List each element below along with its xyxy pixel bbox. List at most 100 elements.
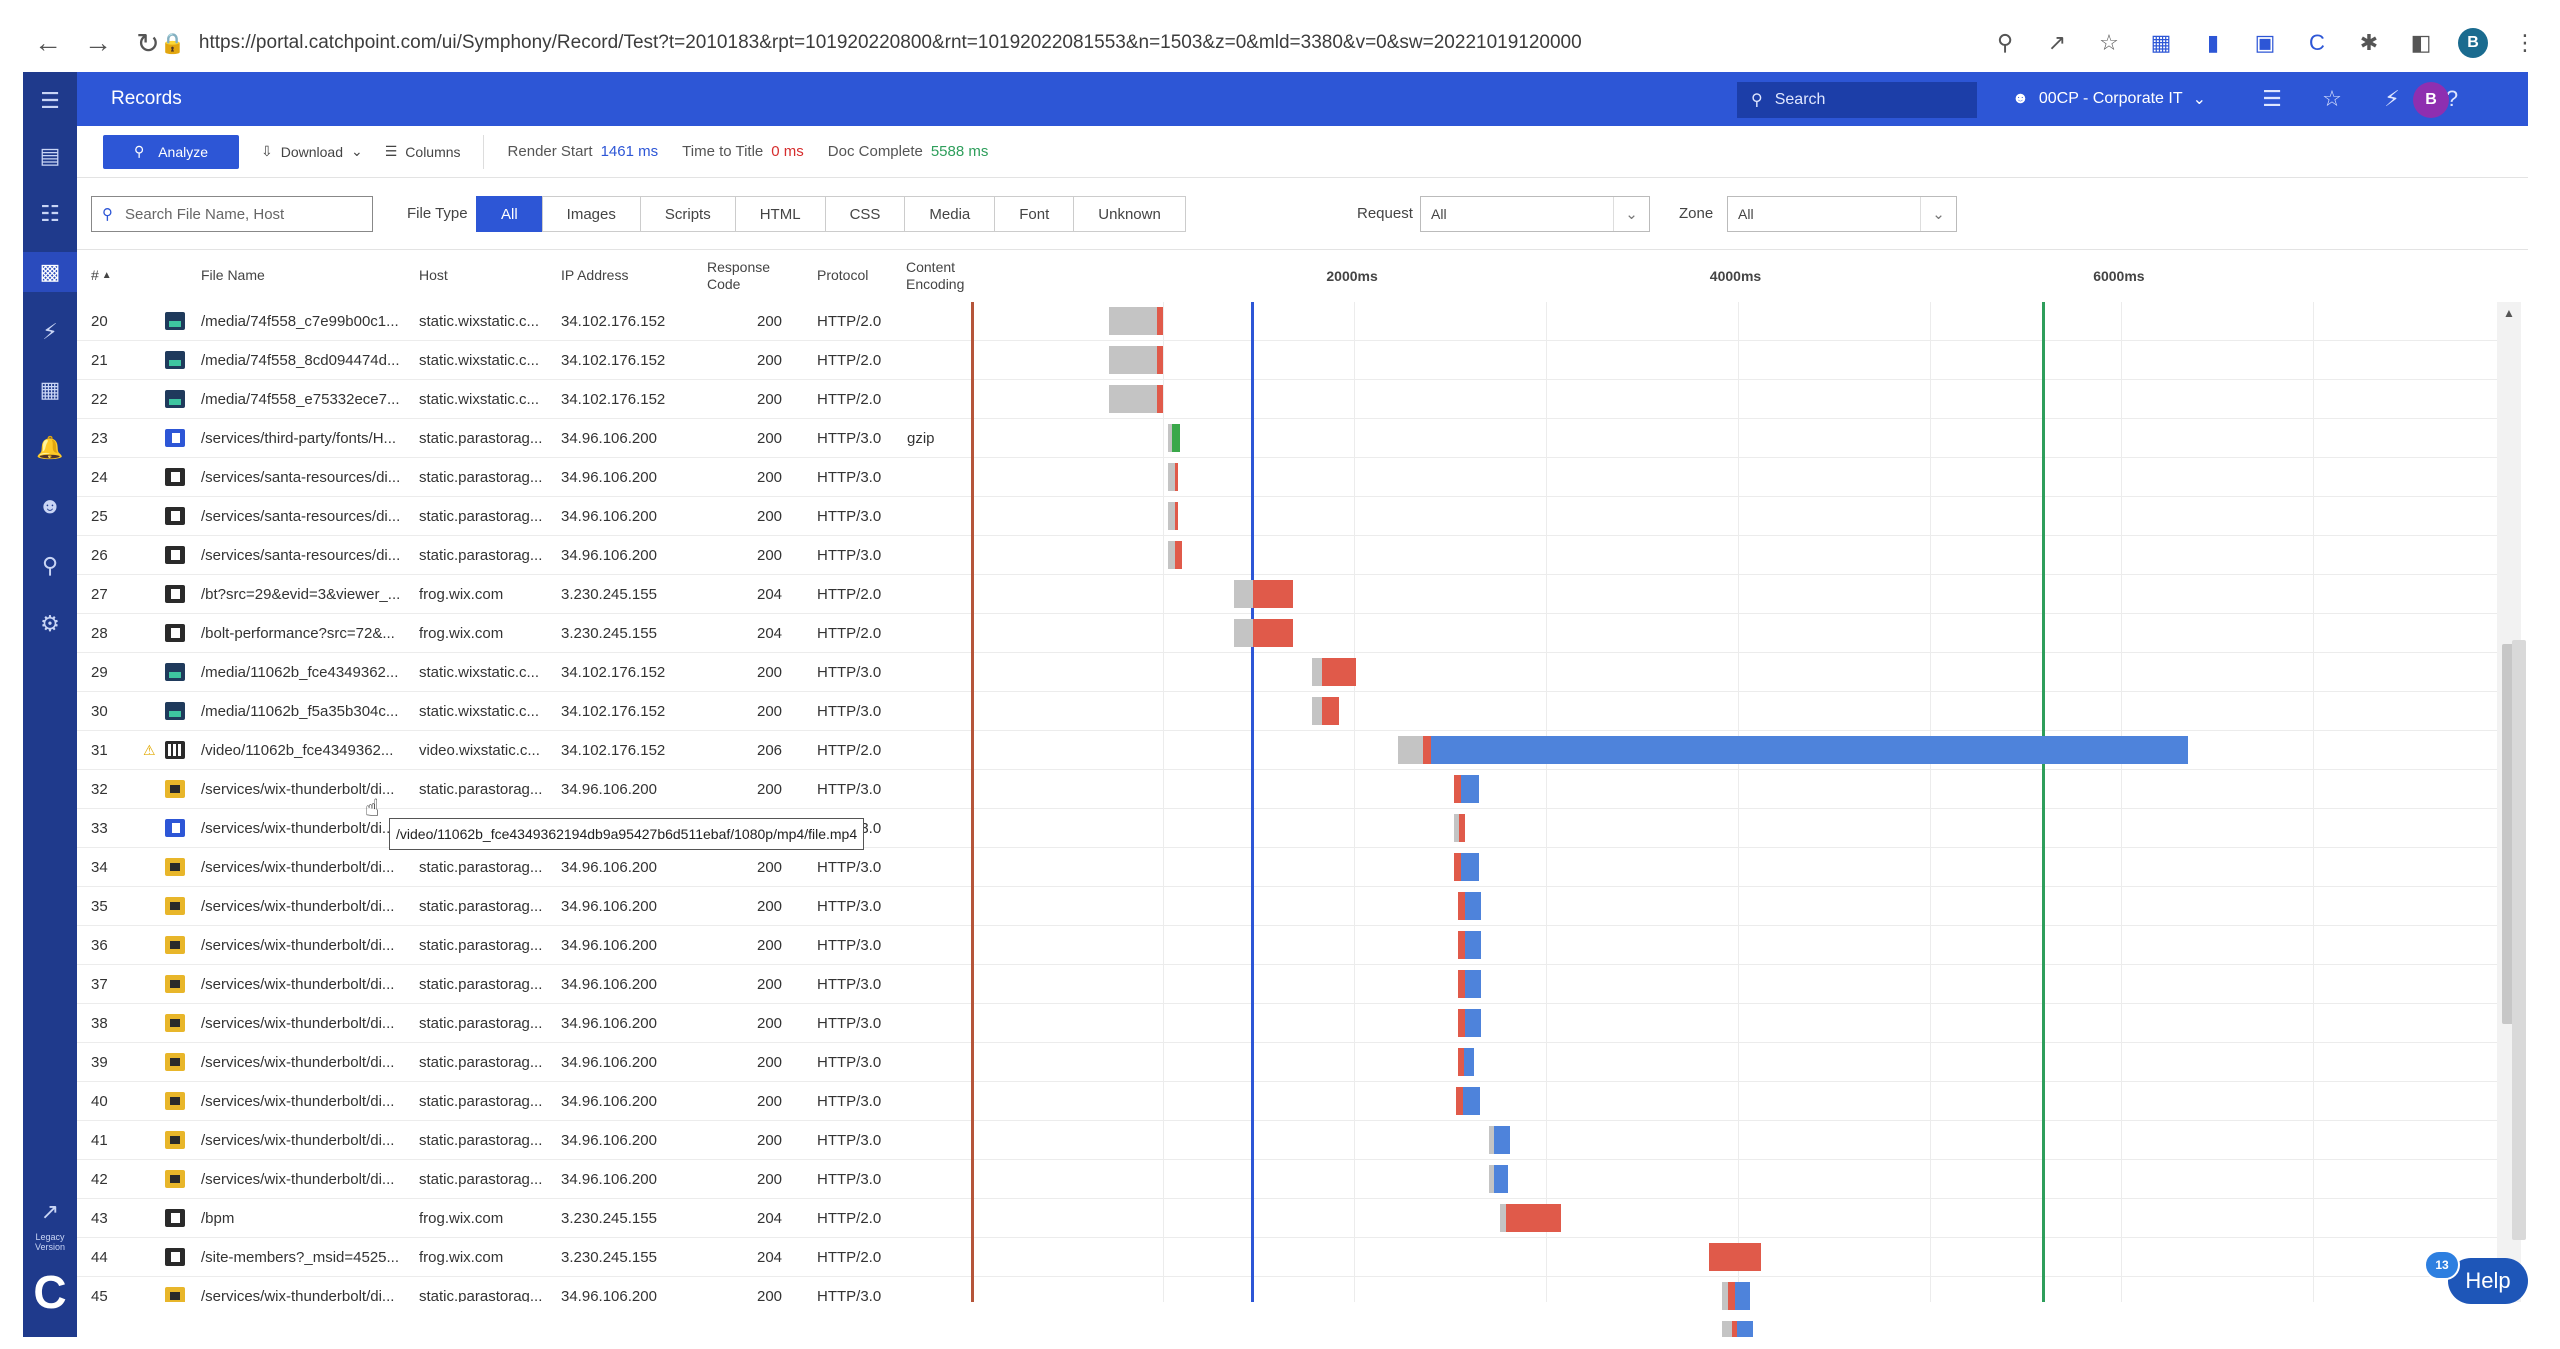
browser-profile-avatar[interactable]: B (2458, 28, 2488, 58)
waterfall-bar-segment[interactable] (1457, 1048, 1464, 1076)
waterfall-bar-segment[interactable] (1464, 931, 1481, 959)
waterfall-bar-segment[interactable] (1175, 463, 1179, 491)
bookmark-star-icon[interactable]: ☆ (2099, 30, 2119, 55)
favorites-star-icon[interactable]: ☆ (2322, 86, 2342, 111)
waterfall-bar-segment[interactable] (1454, 775, 1461, 803)
file-type-tab-images[interactable]: Images (541, 196, 641, 232)
page-scrollbar[interactable] (2512, 640, 2526, 1240)
table-row[interactable]: 30/media/11062b_f5a35b304c... static.wixs… (77, 692, 2497, 731)
waterfall-bar-segment[interactable] (1457, 970, 1465, 998)
waterfall-bar-segment[interactable] (1500, 1204, 1506, 1232)
table-row[interactable]: 38/services/wix-thunderbolt/di... static.… (77, 1004, 2497, 1043)
hamburger-menu-icon[interactable]: ☰ (40, 88, 60, 113)
table-row[interactable]: 45/services/wix-thunderbolt/di... static.… (77, 1277, 2497, 1302)
bell-icon[interactable]: 🔔 (36, 435, 64, 460)
file-type-tab-unknown[interactable]: Unknown (1073, 196, 1186, 232)
waterfall-bar-segment[interactable] (1175, 502, 1179, 530)
kebab-menu-icon[interactable]: ⋮ (2514, 30, 2536, 55)
request-select[interactable]: All ⌄ (1420, 196, 1650, 232)
table-row[interactable]: 28/bolt-performance?src=72&... frog.wix.c… (77, 614, 2497, 653)
waterfall-bar-segment[interactable] (1454, 853, 1461, 881)
waterfall-bar-segment[interactable] (1734, 1282, 1751, 1310)
waterfall-bar-segment[interactable] (1172, 424, 1180, 452)
waterfall-bar-segment[interactable] (1456, 1087, 1463, 1115)
table-row[interactable]: 40/services/wix-thunderbolt/di... static.… (77, 1082, 2497, 1121)
profile-avatar[interactable]: B (2413, 82, 2449, 118)
waterfall-bar-segment[interactable] (1457, 892, 1465, 920)
waterfall-bar-segment[interactable] (1168, 424, 1173, 452)
waterfall-bar-segment[interactable] (1460, 775, 1479, 803)
waterfall-bar-segment[interactable] (1312, 658, 1322, 686)
table-row[interactable]: 29/media/11062b_fce4349362... static.wixs… (77, 653, 2497, 692)
file-type-tab-font[interactable]: Font (994, 196, 1075, 232)
table-row[interactable]: 37/services/wix-thunderbolt/di... static.… (77, 965, 2497, 1004)
table-row[interactable]: 36/services/wix-thunderbolt/di... static.… (77, 926, 2497, 965)
lightning-icon[interactable]: ⚡ (42, 319, 58, 344)
account-selector[interactable]: ☻ 00CP - Corporate IT ⌄ (2012, 72, 2206, 126)
waterfall-bar-segment[interactable] (1252, 619, 1294, 647)
table-row[interactable]: 20/media/74f558_c7e99b00c1... static.wixs… (77, 302, 2497, 341)
waterfall-bar-segment[interactable] (1494, 1165, 1508, 1193)
help-button[interactable]: Help (2448, 1258, 2528, 1304)
grid-extension-icon[interactable]: ▦ (2150, 30, 2172, 55)
waterfall-bar-segment[interactable] (1156, 346, 1163, 374)
waterfall-bar-segment[interactable] (1168, 463, 1176, 491)
col-ip[interactable]: IP Address (561, 267, 629, 284)
waterfall-bar-segment[interactable] (1454, 814, 1459, 842)
col-protocol[interactable]: Protocol (817, 267, 869, 284)
waterfall-bar-segment[interactable] (1398, 736, 1424, 764)
waterfall-bar-segment[interactable] (1722, 1321, 1733, 1337)
col-host[interactable]: Host (419, 267, 448, 284)
table-row[interactable]: 25/services/santa-resources/di... static.… (77, 497, 2497, 536)
reload-icon[interactable]: ↻ (136, 27, 160, 59)
table-row[interactable]: 32/services/wix-thunderbolt/di... static.… (77, 770, 2497, 809)
address-bar[interactable]: 🔒 https://portal.catchpoint.com/ui/Symph… (160, 22, 2080, 64)
waterfall-bar-segment[interactable] (1494, 1126, 1510, 1154)
waterfall-bar-segment[interactable] (1109, 385, 1157, 413)
waterfall-bar-segment[interactable] (1109, 307, 1157, 335)
global-search-input[interactable]: ⚲ Search (1737, 82, 1977, 118)
layers-icon[interactable]: ☰ (2262, 86, 2282, 111)
file-type-tab-css[interactable]: CSS (824, 196, 906, 232)
analyze-button[interactable]: ⚲ Analyze (103, 134, 239, 169)
cast-extension-icon[interactable]: ▮ (2206, 30, 2220, 55)
waterfall-bar-segment[interactable] (1423, 736, 1432, 764)
puzzle-icon[interactable]: ✱ (2359, 30, 2379, 55)
dashboard-icon[interactable]: ▤ (39, 143, 61, 168)
c-extension-icon[interactable]: C (2309, 30, 2325, 55)
sidepanel-icon[interactable]: ◧ (2410, 30, 2432, 55)
list-document-icon[interactable]: ▦ (39, 377, 61, 402)
waterfall-bar-segment[interactable] (1464, 1009, 1481, 1037)
file-type-tab-scripts[interactable]: Scripts (639, 196, 736, 232)
waterfall-bar-segment[interactable] (1722, 1282, 1729, 1310)
table-row[interactable]: 31 ⚠ /video/11062b_fce4349362... video.wixs… (77, 731, 2497, 770)
waterfall-bar-segment[interactable] (1431, 736, 2189, 764)
waterfall-bar-segment[interactable] (1321, 658, 1357, 686)
analytics-chart-icon[interactable]: ▩ (23, 252, 77, 292)
waterfall-bar-segment[interactable] (1460, 853, 1479, 881)
waterfall-bar-segment[interactable] (1505, 1204, 1562, 1232)
waterfall-bar-segment[interactable] (1233, 619, 1253, 647)
waterfall-bar-segment[interactable] (1312, 697, 1322, 725)
waterfall-bar-segment[interactable] (1488, 1165, 1495, 1193)
user-icon[interactable]: ☻ (38, 493, 62, 518)
file-search-input[interactable]: ⚲ Search File Name, Host (91, 196, 373, 232)
table-row[interactable]: 27/bt?src=29&evid=3&viewer_... frog.wix.c… (77, 575, 2497, 614)
waterfall-bar-segment[interactable] (1736, 1321, 1754, 1337)
settings-gear-icon[interactable]: ⚙ (40, 611, 60, 636)
table-row[interactable]: 42/services/wix-thunderbolt/di... static.… (77, 1160, 2497, 1199)
waterfall-bar-segment[interactable] (1488, 1126, 1495, 1154)
col-file-name[interactable]: File Name (201, 267, 265, 284)
waterfall-bar-segment[interactable] (1462, 1087, 1480, 1115)
lightning-icon[interactable]: ⚡ (2384, 86, 2400, 111)
col-num[interactable]: # ▲ (91, 250, 112, 302)
table-row[interactable]: 24/services/santa-resources/di... static.… (77, 458, 2497, 497)
waterfall-bar-segment[interactable] (1709, 1243, 1761, 1271)
table-row[interactable]: 26/services/santa-resources/di... static.… (77, 536, 2497, 575)
waterfall-bar-segment[interactable] (1457, 1009, 1465, 1037)
table-row[interactable]: 21/media/74f558_8cd094474d... static.wixs… (77, 341, 2497, 380)
waterfall-bar-segment[interactable] (1233, 580, 1253, 608)
controls-sliders-icon[interactable]: ☷ (40, 201, 60, 226)
table-row[interactable]: 35/services/wix-thunderbolt/di... static.… (77, 887, 2497, 926)
waterfall-bar-segment[interactable] (1168, 541, 1176, 569)
